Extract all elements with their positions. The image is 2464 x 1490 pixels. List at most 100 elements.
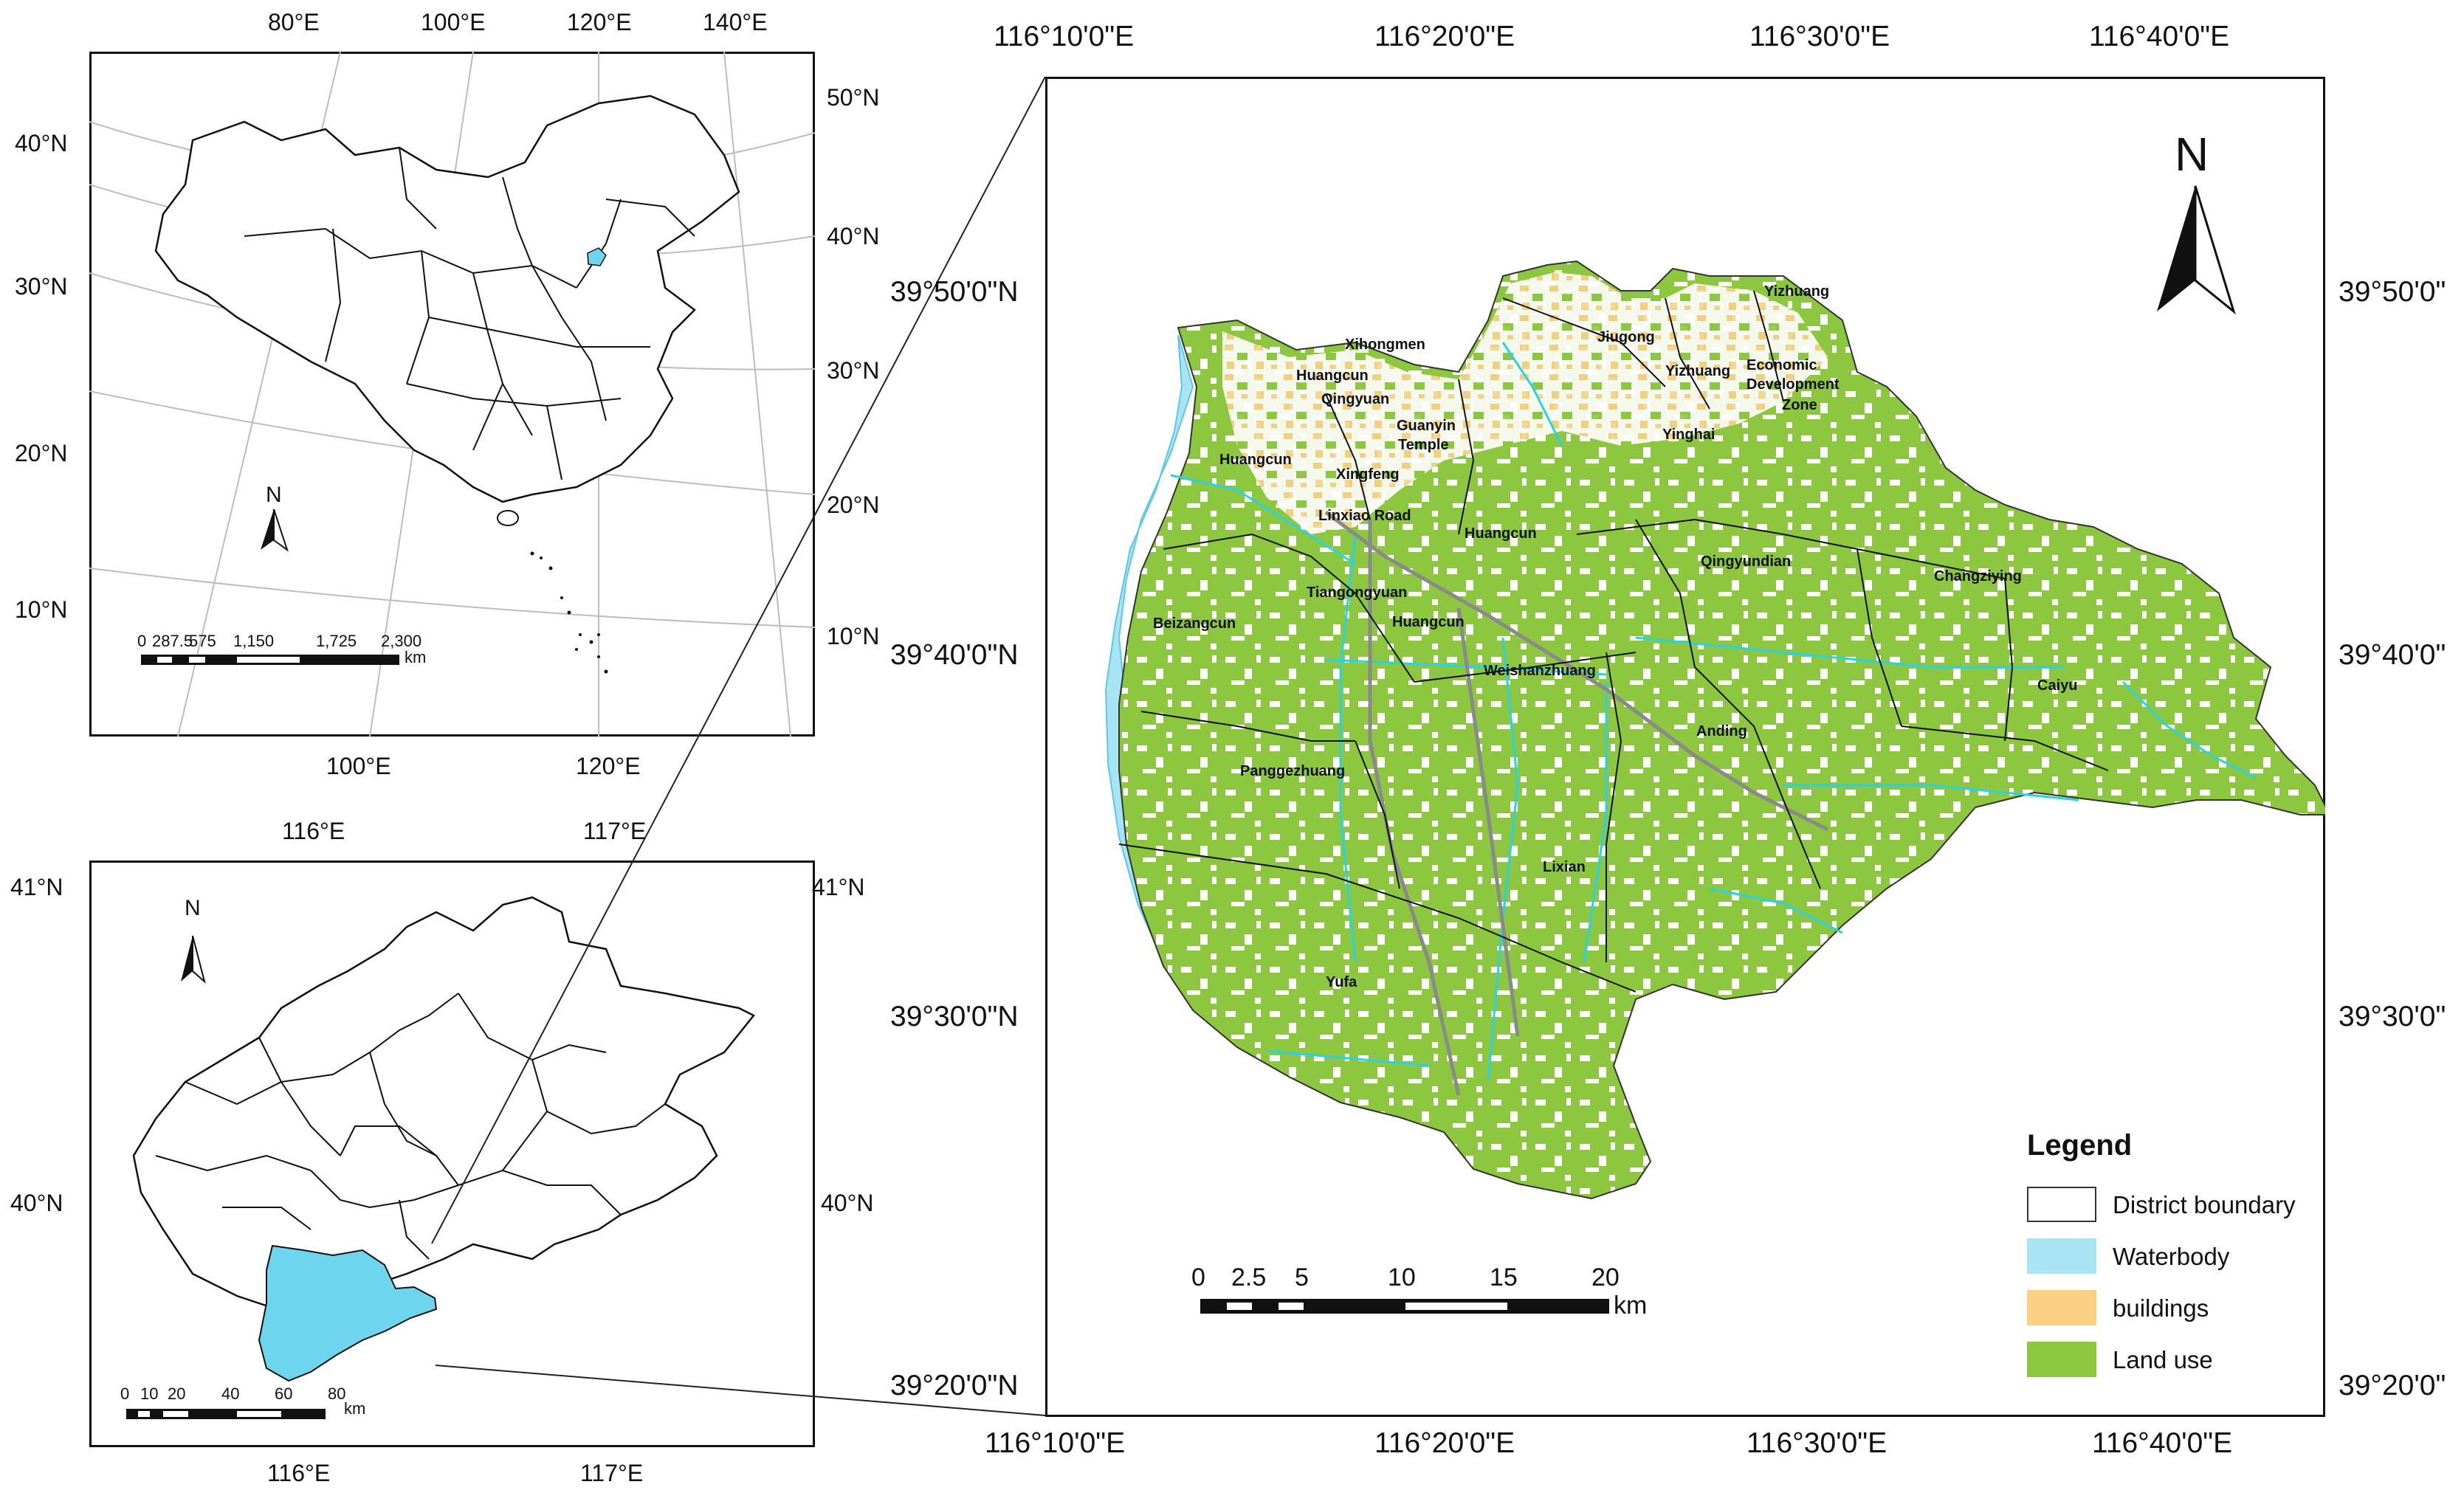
main-map bbox=[1104, 185, 2325, 1314]
daxing-highlight bbox=[258, 1244, 438, 1382]
place-label: Guanyin bbox=[1397, 418, 1456, 434]
main-scale-2: 5 bbox=[1295, 1263, 1309, 1291]
china-scale-3: 1,150 bbox=[233, 632, 275, 650]
place-label: Caiyu bbox=[2037, 677, 2078, 694]
china-top-label: 80°E bbox=[268, 9, 320, 35]
china-scale-bar bbox=[141, 655, 399, 665]
place-label: Xingfeng bbox=[1336, 466, 1400, 483]
waterbody-swatch bbox=[2027, 1238, 2096, 1274]
land-use-area bbox=[1118, 260, 2325, 1200]
beijing-left-label: 41°N bbox=[10, 874, 63, 900]
main-left-label: 39°30'0"N bbox=[890, 1001, 1019, 1032]
district-boundary-swatch bbox=[2027, 1187, 2096, 1222]
legend-item: Waterbody bbox=[2023, 1238, 2436, 1275]
main-scale-5: 20 bbox=[1591, 1263, 1620, 1291]
buildings-swatch bbox=[2027, 1290, 2096, 1325]
china-left-label: 20°N bbox=[15, 440, 68, 466]
place-label: Panggezhuang bbox=[1240, 763, 1346, 779]
main-scale-0: 0 bbox=[1191, 1263, 1205, 1291]
beijing-scale-1: 10 bbox=[140, 1384, 159, 1403]
main-scale-3: 10 bbox=[1388, 1263, 1416, 1291]
place-label: Linxiao Road bbox=[1318, 508, 1411, 524]
beijing-bottom-label: 116°E bbox=[267, 1460, 331, 1486]
beijing-left-label: 40°N bbox=[10, 1190, 63, 1216]
beijing-scale-unit: km bbox=[344, 1399, 366, 1418]
place-label: Huangcun bbox=[1465, 525, 1537, 542]
china-left-label: 30°N bbox=[15, 273, 68, 300]
main-top-label: 116°20'0"E bbox=[1374, 21, 1515, 52]
north-arrow-icon bbox=[181, 935, 206, 984]
china-right-label: 10°N bbox=[827, 623, 880, 649]
legend-label: Waterbody bbox=[2113, 1243, 2230, 1270]
china-scale-4: 1,725 bbox=[316, 632, 357, 650]
main-top-label: 116°10'0"E bbox=[994, 21, 1135, 52]
place-label: Huangcun bbox=[1296, 368, 1369, 384]
main-bottom-label: 116°10'0"E bbox=[985, 1427, 1126, 1459]
place-label: Yizhuang bbox=[1764, 283, 1830, 300]
south-china-sea-islands bbox=[530, 551, 608, 674]
beijing-bottom-label: 117°E bbox=[580, 1460, 644, 1486]
main-top-label: 116°30'0"E bbox=[1749, 21, 1890, 52]
legend-label: Land use bbox=[2113, 1346, 2213, 1373]
china-scale-unit: km bbox=[405, 648, 427, 666]
beijing-outline bbox=[132, 896, 755, 1312]
china-left-label: 40°N bbox=[15, 130, 68, 156]
legend-title: Legend bbox=[2027, 1129, 2133, 1162]
china-right-label: 40°N bbox=[827, 223, 880, 249]
main-right-label: 39°40'0" bbox=[2339, 639, 2446, 671]
main-scale-unit: km bbox=[1614, 1291, 1648, 1320]
china-right-label: 20°N bbox=[827, 492, 880, 518]
china-scale-5: 2,300 bbox=[381, 632, 422, 650]
beijing-highlight bbox=[587, 247, 607, 266]
beijing-scale-4: 60 bbox=[275, 1384, 293, 1403]
place-label: Tiangongyuan bbox=[1307, 584, 1408, 601]
main-left-label: 39°50'0"N bbox=[890, 276, 1019, 308]
main-bottom-label: 116°20'0"E bbox=[1374, 1427, 1515, 1459]
beijing-scale-2: 20 bbox=[168, 1384, 186, 1403]
place-label: Yinghai bbox=[1662, 427, 1715, 443]
beijing-top-label: 116°E bbox=[282, 818, 345, 844]
place-label: Development bbox=[1747, 376, 1840, 393]
china-right-label: 30°N bbox=[827, 357, 880, 384]
place-label: Lixian bbox=[1543, 859, 1586, 875]
china-top-label: 140°E bbox=[703, 9, 768, 35]
beijing-inset-map bbox=[126, 896, 755, 1419]
place-label: Xihongmen bbox=[1345, 337, 1425, 353]
place-label: Qingyuan bbox=[1321, 391, 1390, 407]
main-top-label: 116°40'0"E bbox=[2089, 21, 2230, 52]
main-right-label: 39°30'0" bbox=[2339, 1001, 2446, 1032]
place-label: Beizangcun bbox=[1153, 615, 1236, 632]
china-left-label: 10°N bbox=[15, 596, 68, 623]
beijing-scale-bar bbox=[126, 1409, 326, 1419]
china-bottom-label: 120°E bbox=[576, 753, 641, 779]
beijing-scale-0: 0 bbox=[120, 1384, 130, 1403]
legend-item: buildings bbox=[2023, 1290, 2436, 1327]
china-right-label: 50°N bbox=[827, 84, 880, 111]
china-scale-1: 287.5 bbox=[152, 632, 193, 650]
district-boundaries bbox=[1118, 290, 2109, 993]
legend-item: District boundary bbox=[2023, 1187, 2436, 1224]
place-label: Huangcun bbox=[1219, 452, 1292, 468]
china-north-label: N bbox=[266, 483, 282, 507]
main-scale-4: 15 bbox=[1490, 1263, 1518, 1291]
canals bbox=[1170, 342, 2257, 1081]
china-provinces bbox=[244, 147, 695, 480]
land-use-swatch bbox=[2027, 1342, 2096, 1377]
place-label: Jiugong bbox=[1597, 329, 1655, 345]
china-top-label: 120°E bbox=[567, 9, 632, 35]
beijing-top-label: 117°E bbox=[583, 818, 647, 844]
beijing-north-label: N bbox=[185, 896, 201, 920]
china-scale-2: 575 bbox=[189, 632, 216, 650]
china-outline bbox=[154, 94, 740, 503]
place-label: Zone bbox=[1782, 397, 1817, 413]
china-scale-0: 0 bbox=[137, 632, 147, 650]
north-arrow-icon bbox=[261, 508, 289, 552]
place-label: Yufa bbox=[1326, 974, 1357, 990]
china-top-label: 100°E bbox=[421, 9, 486, 35]
place-label: Huangcun bbox=[1392, 614, 1465, 630]
main-right-label: 39°50'0" bbox=[2339, 276, 2446, 308]
china-inset-map bbox=[89, 52, 815, 737]
china-bottom-label: 100°E bbox=[326, 753, 391, 779]
legend-label: buildings bbox=[2113, 1294, 2209, 1322]
